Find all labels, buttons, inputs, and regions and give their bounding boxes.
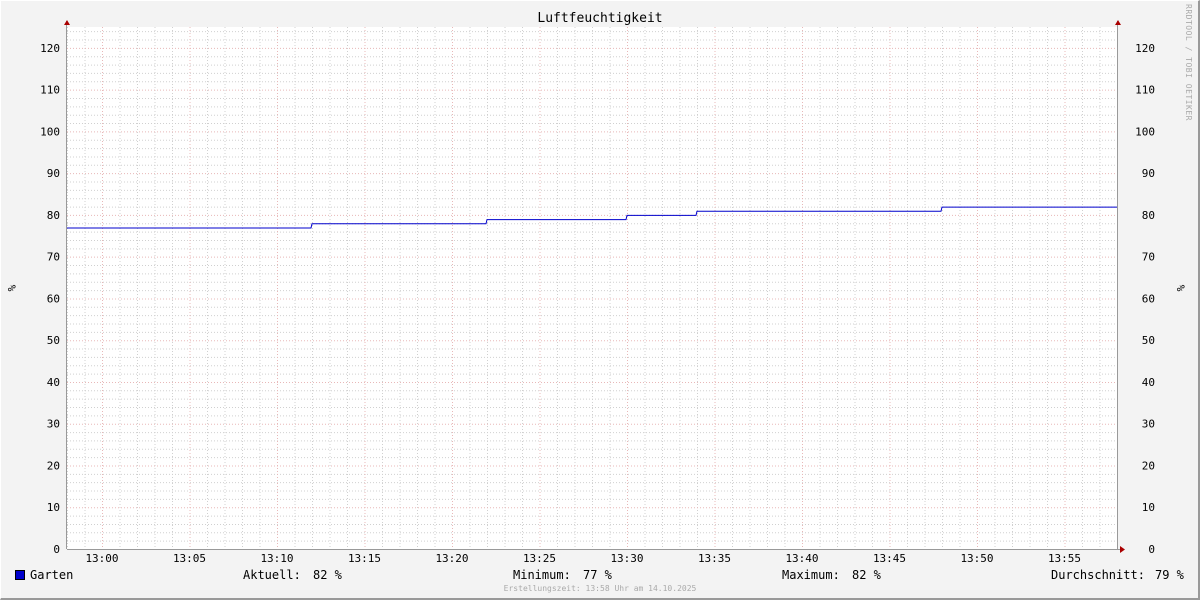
y-tick-label-right: 80 (1142, 209, 1155, 222)
legend-max-label: Maximum: (782, 568, 840, 582)
x-axis-arrow (1120, 546, 1125, 553)
x-tick-label: 13:35 (698, 552, 731, 565)
legend-avg-value: 79 % (1155, 568, 1184, 582)
y-tick-label-right: 20 (1142, 459, 1155, 472)
y-axis-label-right: % (1174, 285, 1187, 292)
y-tick-label-right: 90 (1142, 167, 1155, 180)
x-tick-label: 13:15 (348, 552, 381, 565)
x-tick-label: 13:55 (1048, 552, 1081, 565)
y-tick-label-left: 10 (47, 501, 60, 514)
watermark: RRDTOOL / TOBI OETIKER (1184, 4, 1193, 121)
legend-series-name: Garten (30, 568, 74, 582)
x-tick-label: 13:05 (173, 552, 206, 565)
y-tick-label-left: 90 (47, 167, 60, 180)
y-axis-label-left: % (5, 285, 18, 292)
x-tick-label: 13:20 (435, 552, 468, 565)
y-tick-label-left: 80 (47, 209, 60, 222)
y-tick-label-left: 100 (40, 125, 60, 138)
legend-current-value: 82 % (313, 568, 342, 582)
y-tick-label-right: 40 (1142, 376, 1155, 389)
x-tick-label: 13:40 (785, 552, 818, 565)
y-tick-label-right: 100 (1135, 125, 1155, 138)
y-tick-label-right: 30 (1142, 418, 1155, 431)
y-tick-label-left: 60 (47, 292, 60, 305)
series-line-garten (67, 206, 1117, 229)
y-axis-arrow-right (1115, 20, 1121, 25)
y-tick-label-left: 120 (40, 42, 60, 55)
y-tick-label-left: 30 (47, 418, 60, 431)
y-tick-label-left: 110 (40, 84, 60, 97)
y-tick-label-right: 10 (1142, 501, 1155, 514)
footer-timestamp: Erstellungszeit: 13:58 Uhr am 14.10.2025 (503, 584, 697, 593)
y-tick-label-left: 70 (47, 251, 60, 264)
y-axis-arrow-left (64, 20, 70, 25)
x-tick-label: 13:25 (523, 552, 556, 565)
y-tick-label-left: 0 (53, 543, 60, 556)
y-tick-label-left: 20 (47, 459, 60, 472)
x-tick-label: 13:50 (960, 552, 993, 565)
y-tick-label-right: 0 (1148, 543, 1155, 556)
legend-max-value: 82 % (852, 568, 881, 582)
x-tick-label: 13:45 (873, 552, 906, 565)
y-tick-label-right: 110 (1135, 84, 1155, 97)
legend-avg-label: Durchschnitt: (1051, 568, 1145, 582)
y-tick-label-right: 70 (1142, 251, 1155, 264)
legend-current-label: Aktuell: (243, 568, 301, 582)
x-tick-label: 13:00 (85, 552, 118, 565)
y-tick-label-right: 50 (1142, 334, 1155, 347)
y-tick-label-left: 40 (47, 376, 60, 389)
y-tick-label-right: 60 (1142, 292, 1155, 305)
legend-min-value: 77 % (583, 568, 612, 582)
legend-min-label: Minimum: (513, 568, 571, 582)
chart-title: Luftfeuchtigkeit (537, 11, 663, 26)
legend-swatch (15, 570, 25, 580)
y-tick-label-right: 120 (1135, 42, 1155, 55)
y-tick-label-left: 50 (47, 334, 60, 347)
x-tick-label: 13:30 (610, 552, 643, 565)
x-tick-label: 13:10 (260, 552, 293, 565)
